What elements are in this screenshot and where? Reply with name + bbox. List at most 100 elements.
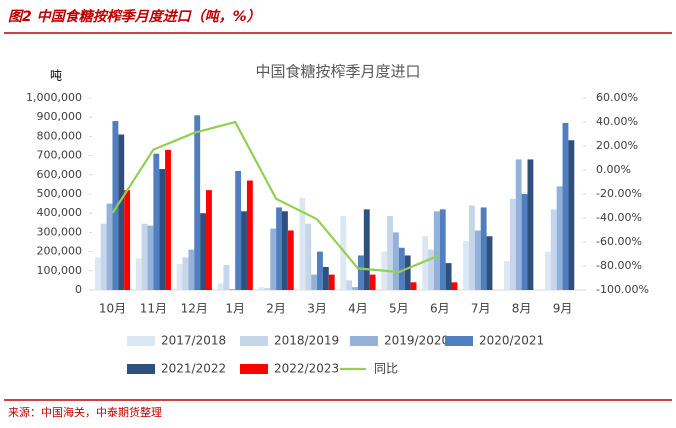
x-tick-label: 8月: [512, 302, 532, 316]
bar: [106, 203, 113, 290]
bar: [387, 216, 394, 290]
bar: [328, 274, 335, 290]
bar: [276, 207, 282, 290]
y-axis-label: 吨: [50, 69, 62, 83]
y2-tick-label: 20.00%: [596, 139, 638, 152]
legend-swatch: [240, 364, 268, 374]
bar: [468, 205, 475, 290]
x-tick-label: 11月: [140, 302, 167, 316]
bar: [176, 264, 183, 290]
x-tick-label: 2月: [266, 302, 286, 316]
x-tick-label: 3月: [307, 302, 327, 316]
bar: [398, 247, 405, 290]
bar: [287, 230, 294, 290]
bar: [305, 223, 312, 290]
bar: [100, 223, 107, 290]
bar: [404, 255, 411, 290]
y-tick-label: 700,000: [37, 149, 83, 162]
legend-swatch: [240, 336, 268, 346]
bar: [200, 213, 207, 290]
source-note: 来源：中国海关，中泰期货整理: [8, 405, 162, 419]
bar: [422, 236, 429, 290]
legend-label: 2019/2020: [384, 334, 449, 348]
bar: [182, 257, 189, 290]
legend-label: 2017/2018: [161, 334, 226, 348]
y-tick-label: 100,000: [37, 264, 83, 277]
x-tick-label: 7月: [471, 302, 491, 316]
bar: [340, 216, 347, 290]
y-tick-label: 1,000,000: [26, 91, 82, 104]
bar: [346, 280, 353, 290]
y-tick-label: 300,000: [37, 225, 83, 238]
bar: [206, 190, 212, 290]
bar: [229, 289, 236, 290]
bar: [241, 211, 247, 290]
bar: [463, 241, 469, 290]
bar: [544, 251, 551, 290]
x-tick-label: 10月: [99, 302, 126, 316]
bar: [428, 249, 434, 290]
chart-title: 中国食糖按榨季月度进口: [255, 63, 420, 81]
legend-label: 2020/2021: [479, 334, 544, 348]
bar: [258, 287, 265, 290]
line-series: [111, 120, 441, 274]
bar: [556, 186, 563, 290]
bar: [141, 223, 148, 290]
bar: [194, 115, 201, 290]
bar: [486, 236, 493, 290]
bar: [363, 209, 370, 290]
bar: [322, 266, 329, 290]
bar: [217, 283, 224, 290]
bar: [515, 159, 522, 290]
legend-swatch: [127, 364, 155, 374]
bar: [451, 282, 458, 290]
bar: [433, 211, 440, 290]
bar: [568, 140, 575, 290]
bar: [281, 211, 288, 290]
bar: [527, 159, 534, 290]
bar: [317, 251, 323, 290]
x-tick-label: 5月: [389, 302, 409, 316]
y-tick-label: 200,000: [37, 245, 83, 258]
bar: [357, 255, 364, 290]
y-tick-label: 0: [75, 283, 82, 296]
bar: [562, 122, 569, 291]
y2-tick-label: -60.00%: [596, 235, 642, 248]
y2-tick-label: 40.00%: [596, 115, 638, 128]
legend-label: 2022/2023: [274, 362, 339, 376]
y2-tick-label: 60.00%: [596, 91, 638, 104]
bar: [264, 288, 271, 290]
x-tick-label: 6月: [430, 302, 450, 316]
legend-swatch: [350, 336, 378, 346]
bar: [509, 198, 516, 290]
bar: [550, 209, 557, 290]
bar: [188, 249, 195, 290]
bar: [159, 169, 166, 290]
x-tick-label: 4月: [348, 302, 368, 316]
bar: [445, 263, 452, 290]
y-tick-label: 800,000: [37, 129, 83, 142]
x-tick-label: 1月: [225, 302, 245, 316]
bar: [352, 287, 358, 290]
legend-label: 2018/2019: [274, 334, 339, 348]
legend-label: 2021/2022: [161, 362, 226, 376]
bar: [270, 228, 277, 290]
bar: [410, 282, 417, 290]
x-tick-label: 12月: [181, 302, 208, 316]
bar: [504, 261, 510, 290]
bar: [147, 225, 154, 290]
legend-swatch: [127, 336, 155, 346]
bar: [521, 194, 528, 290]
bar: [124, 190, 131, 290]
bar: [94, 257, 101, 290]
y2-tick-label: -40.00%: [596, 211, 642, 224]
y-tick-label: 900,000: [37, 110, 83, 123]
y-tick-label: 500,000: [37, 187, 83, 200]
y2-tick-label: -20.00%: [596, 187, 642, 200]
bar: [118, 134, 125, 290]
y-tick-label: 400,000: [37, 206, 83, 219]
bar: [369, 274, 376, 290]
y2-tick-label: -100.00%: [596, 283, 649, 296]
bar: [480, 207, 487, 290]
bar: [112, 121, 119, 290]
